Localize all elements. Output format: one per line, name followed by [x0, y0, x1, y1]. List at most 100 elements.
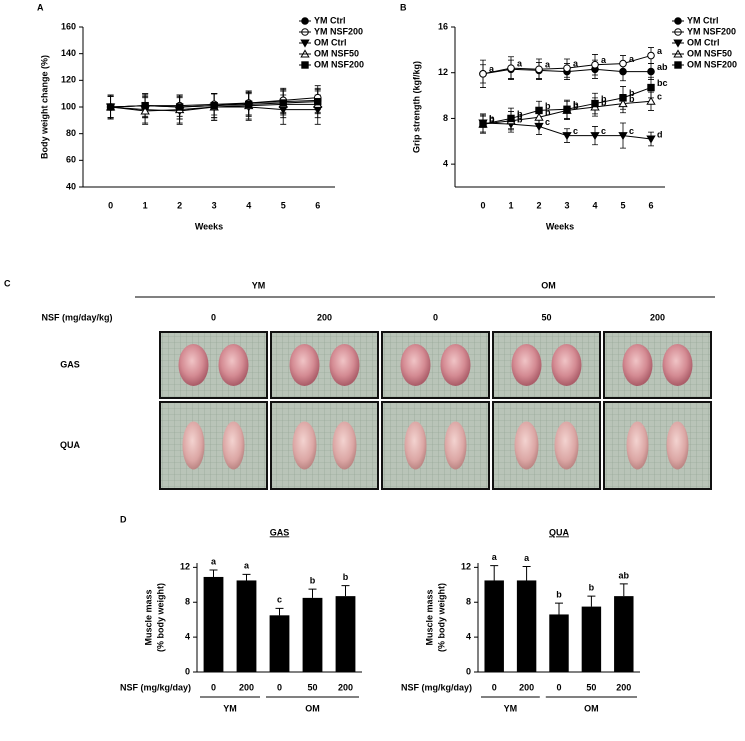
x-tick-label: 50	[307, 682, 317, 692]
muscle-tissue	[511, 344, 542, 386]
legend-label: OM Ctrl	[687, 37, 720, 47]
x-tick-label: 4	[592, 200, 597, 210]
chart-title: QUA	[549, 527, 570, 537]
row-header: NSF (mg/day/kg)	[41, 312, 112, 322]
data-point	[534, 112, 544, 121]
significance-letter: b	[545, 108, 551, 118]
x-tick-label: 200	[616, 682, 631, 692]
significance-letter: a	[657, 46, 663, 56]
data-point	[619, 94, 627, 102]
error-bar	[522, 565, 531, 581]
muscle-tissue	[554, 421, 579, 470]
significance-letter: a	[601, 55, 607, 65]
data-point	[646, 96, 656, 105]
data-point	[618, 132, 628, 141]
data-point	[140, 106, 150, 115]
column-label: 200	[650, 312, 665, 322]
x-tick-label: 200	[519, 682, 534, 692]
bar	[484, 580, 504, 672]
y-tick-label: 4	[466, 631, 471, 641]
photo	[381, 401, 490, 490]
x-tick-label: 0	[108, 200, 113, 210]
data-point	[507, 114, 515, 123]
data-point	[563, 105, 571, 113]
error-bar	[242, 573, 251, 581]
data-point	[647, 51, 655, 60]
muscle-tissue	[329, 344, 360, 386]
chart-title: GAS	[270, 527, 290, 537]
error-bar	[619, 583, 628, 597]
column-label: 50	[541, 312, 551, 322]
x-tick-label: 3	[564, 200, 569, 210]
muscle-tissue	[182, 421, 205, 470]
photo	[603, 401, 712, 490]
data-point	[646, 135, 656, 144]
y-tick-label: 12	[180, 562, 190, 572]
y-tick-label: 0	[466, 666, 471, 676]
y-tick-label: 8	[466, 597, 471, 607]
y-tick-label: 40	[66, 181, 76, 191]
x-tick-label: 200	[239, 682, 254, 692]
muscle-tissue	[332, 421, 357, 470]
significance-letter: a	[244, 561, 250, 571]
bar	[581, 606, 602, 672]
significance-letter: a	[545, 60, 551, 70]
muscle-tissue	[222, 421, 245, 470]
significance-letter: c	[601, 126, 606, 136]
data-point	[314, 97, 322, 106]
significance-letter: b	[489, 113, 495, 123]
x-tick-label: 6	[648, 200, 653, 210]
column-label: 0	[433, 312, 438, 322]
group-label: OM	[305, 703, 320, 713]
photo	[159, 401, 268, 490]
muscle-tissue	[551, 344, 582, 386]
y-tick-label: 8	[185, 597, 190, 607]
y-axis-label: (% body weight)	[155, 583, 165, 652]
error-bar	[587, 595, 596, 607]
data-point	[507, 64, 515, 72]
photo	[270, 331, 379, 399]
data-point	[619, 67, 627, 76]
y-tick-label: 80	[66, 128, 76, 138]
bar	[302, 597, 323, 672]
significance-letter: b	[629, 88, 635, 98]
data-point	[618, 98, 628, 108]
muscle-tissue	[662, 344, 693, 386]
significance-letter: a	[492, 552, 498, 562]
data-point	[591, 99, 599, 108]
x-tick-label: 0	[492, 682, 497, 692]
data-point	[535, 65, 543, 74]
x-tick-label: 1	[508, 200, 513, 210]
significance-letter: b	[556, 589, 562, 599]
significance-letter: b	[517, 115, 523, 125]
data-point	[647, 67, 655, 76]
legend-label: YM NSF200	[314, 26, 363, 36]
significance-letter: b	[517, 111, 523, 121]
data-point	[590, 132, 600, 141]
muscle-tissue	[626, 421, 649, 470]
y-axis-label: Grip strength (kgf/kg)	[411, 61, 421, 153]
data-point	[534, 122, 544, 132]
significance-letter: b	[489, 115, 495, 125]
y-axis-label: (% body weight)	[436, 583, 446, 652]
x-axis-label: Weeks	[195, 221, 223, 231]
data-point	[479, 70, 487, 78]
x-axis-label: Weeks	[546, 221, 574, 231]
x-tick-label: 2	[536, 200, 541, 210]
legend-label: YM NSF200	[687, 26, 736, 36]
y-tick-label: 160	[61, 21, 76, 31]
significance-letter: c	[657, 92, 662, 102]
x-tick-label: 0	[556, 682, 561, 692]
bar	[614, 596, 634, 672]
error-bar	[341, 585, 350, 597]
bar	[203, 576, 224, 672]
x-axis-label: NSF (mg/kg/day)	[401, 682, 472, 692]
significance-letter: b	[573, 100, 579, 110]
group-label: OM	[541, 280, 556, 290]
muscle-tissue	[404, 421, 427, 470]
group-label: YM	[252, 280, 266, 290]
significance-letter: c	[277, 595, 282, 605]
panel-letter: D	[120, 514, 127, 524]
data-point	[279, 99, 287, 107]
